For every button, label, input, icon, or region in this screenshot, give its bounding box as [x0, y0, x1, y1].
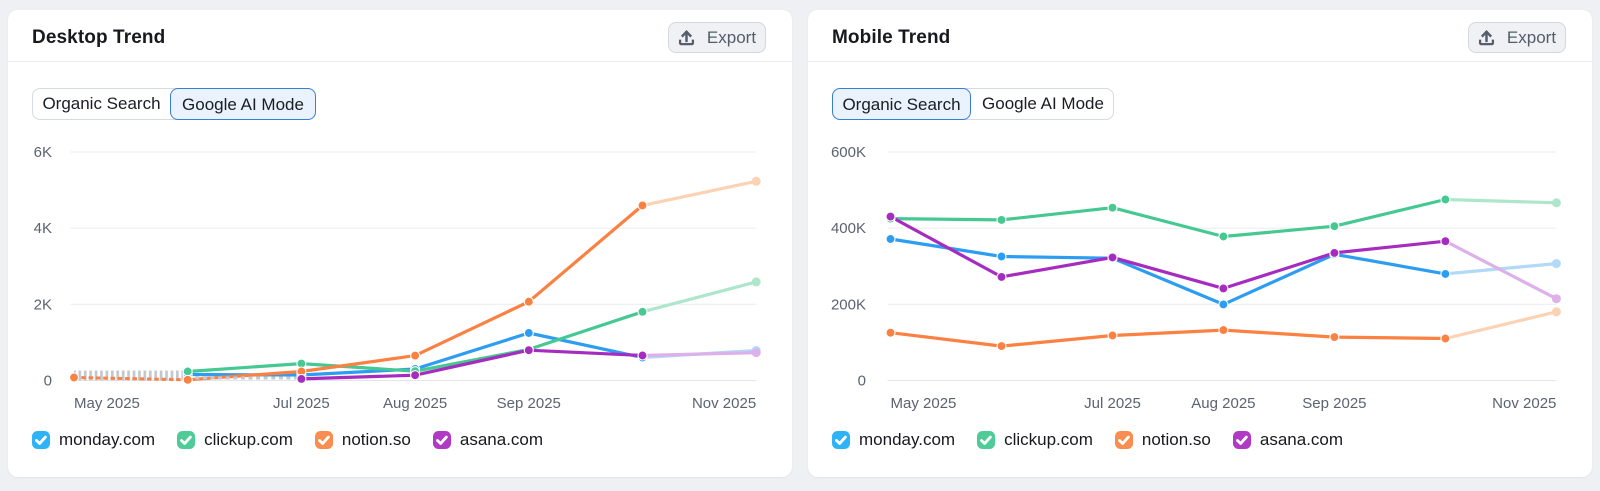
svg-text:Sep 2025: Sep 2025 — [1302, 395, 1366, 412]
svg-text:Nov 2025: Nov 2025 — [1492, 395, 1556, 412]
svg-text:Aug 2025: Aug 2025 — [1191, 395, 1255, 412]
svg-text:Nov 2025: Nov 2025 — [692, 395, 756, 412]
svg-text:May 2025: May 2025 — [891, 395, 957, 412]
svg-text:600K: 600K — [831, 144, 866, 161]
svg-text:4K: 4K — [34, 220, 52, 237]
svg-text:May 2025: May 2025 — [74, 395, 140, 412]
svg-text:0: 0 — [858, 373, 866, 390]
svg-text:200K: 200K — [831, 296, 866, 313]
svg-text:Jul 2025: Jul 2025 — [273, 395, 330, 412]
svg-text:Jul 2025: Jul 2025 — [1084, 395, 1141, 412]
svg-text:2K: 2K — [34, 296, 52, 313]
svg-text:400K: 400K — [831, 220, 866, 237]
svg-text:0: 0 — [44, 373, 52, 390]
svg-text:Aug 2025: Aug 2025 — [383, 395, 447, 412]
svg-text:6K: 6K — [34, 144, 52, 161]
svg-text:Sep 2025: Sep 2025 — [497, 395, 561, 412]
